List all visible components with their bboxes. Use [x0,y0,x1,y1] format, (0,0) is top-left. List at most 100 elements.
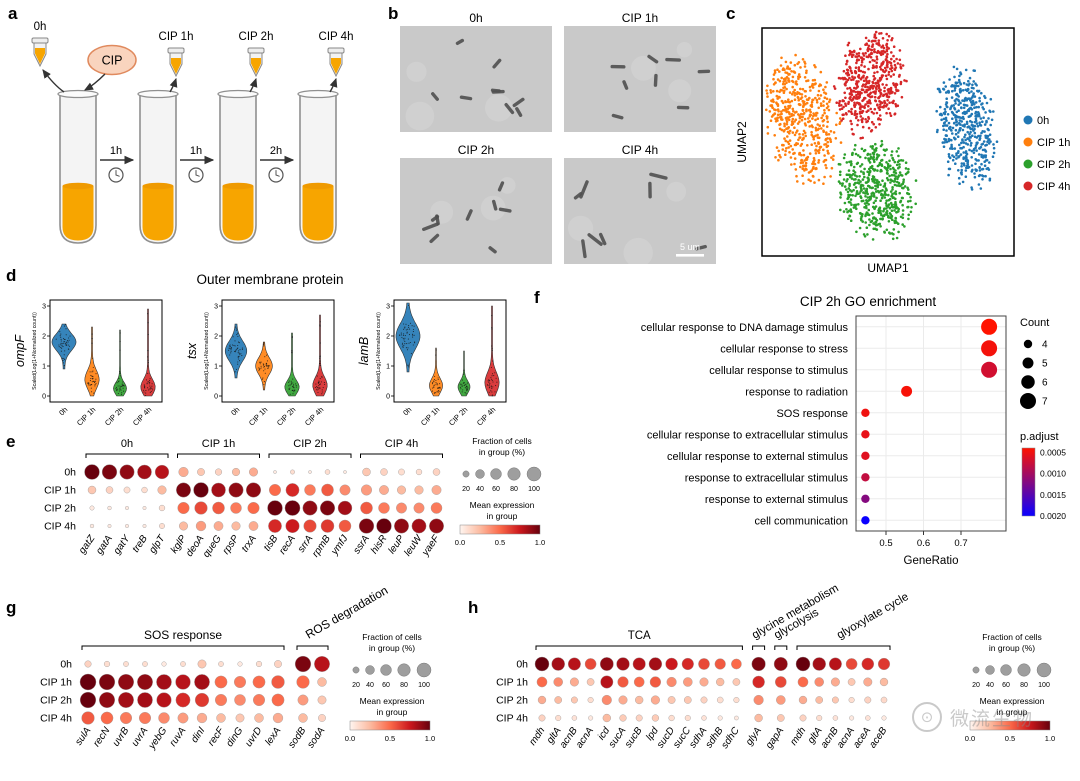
cell-point [808,125,811,128]
cell-point [861,117,864,120]
expression-dot [245,482,262,498]
blur-blob [676,42,693,58]
cell-dot [491,315,493,317]
cell-point [868,99,871,102]
cell-point [875,196,878,200]
expression-dot [125,524,129,528]
cell-point [845,180,848,183]
sample-tube-0h [31,37,49,68]
cell-dot [91,333,93,335]
cell-point [879,183,882,186]
cell-point [889,181,892,184]
cell-point [884,201,888,205]
cell-point [863,167,866,171]
cell-point [889,114,893,117]
expression-dot [599,657,614,671]
cell-dot [488,381,490,383]
cell-dot [230,349,232,351]
cell-point [959,153,963,156]
gene-label: leuW [402,532,425,558]
sample-arrow-0h [42,69,65,93]
cell-point [839,208,842,212]
cell-dot [235,329,238,331]
cell-point [806,79,810,82]
cell-dot [435,379,437,381]
cell-dot [94,385,96,387]
cell-point [853,105,856,108]
cell-dot [143,385,145,387]
y-tick: 3 [386,304,390,311]
cell-point [958,129,961,132]
cell-point [946,90,950,93]
cell-point [840,107,844,110]
cell-point [887,70,891,74]
cell-dot [403,344,405,346]
cell-dot [268,364,270,367]
cell-point [867,167,871,171]
x-tick: CIP 4h [131,405,153,427]
cell-point [962,117,965,121]
gene-label: glyA [744,725,764,748]
cell-point [770,115,774,118]
cell-point [795,110,798,114]
cell-point [794,53,797,57]
cell-point [963,112,967,115]
expression-dot [308,470,312,474]
cell-point [880,32,883,35]
cell-point [957,169,960,172]
cell-point [957,103,960,106]
cell-point [970,101,974,104]
cell-point [864,36,868,40]
expression-dot [228,482,244,498]
cell-point [822,88,825,91]
legend-label: CIP 4h [1037,181,1070,193]
cell-point [984,134,987,138]
expression-dot [193,482,209,498]
cell-dot [321,376,323,378]
cell-point [838,173,842,177]
cell-point [959,82,962,85]
cell-dot [293,391,295,393]
cell-point [849,50,852,54]
cell-point [788,139,792,142]
cell-point [800,159,803,162]
cell-point [873,160,876,164]
cell-dot [293,387,295,389]
cell-point [854,66,858,69]
cell-point [865,75,869,79]
expression-dot [665,657,678,671]
cell-point [883,193,886,196]
cell-dot [121,385,123,387]
expression-dot [376,518,392,534]
expression-dot [551,657,565,671]
cell-point [853,101,856,105]
cell-point [898,191,901,195]
cell-dot [61,347,63,349]
expression-dot [633,676,645,688]
cell-point [897,230,900,234]
expression-dot [197,659,207,669]
cell-point [942,88,946,91]
cell-point [856,58,859,61]
cell-point [847,100,850,104]
cell-point [819,102,823,105]
cell-point [864,189,868,193]
cell-dot [490,366,492,368]
cell-dot [115,387,117,389]
expression-dot [617,676,629,688]
cell-dot [292,393,294,395]
cell-point [852,206,856,209]
cell-point [842,178,846,181]
cell-point [796,180,799,183]
bacterium [653,73,658,87]
cell-point [906,205,909,209]
cell-point [858,192,861,195]
cell-point [977,134,980,138]
cell-point [877,86,881,90]
cell-point [939,105,942,109]
cell-point [774,108,777,112]
cell-point [857,92,860,95]
cell-dot [288,380,290,382]
expression-dot [79,691,97,709]
